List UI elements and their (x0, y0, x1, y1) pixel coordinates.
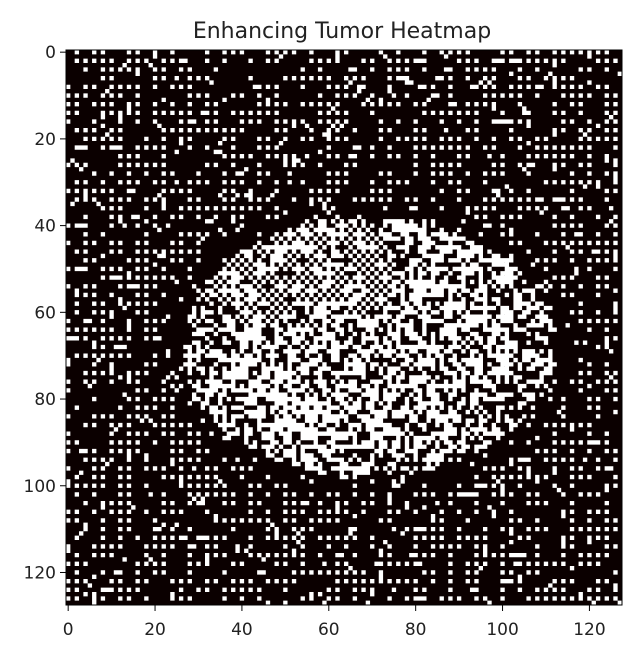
y-tick-label: 0 (45, 43, 56, 63)
x-tick-label: 120 (573, 620, 605, 640)
y-tick-label: 40 (34, 217, 56, 237)
x-tick-label: 60 (318, 620, 340, 640)
y-tick-label: 20 (34, 130, 56, 150)
x-tick-label: 100 (486, 620, 518, 640)
x-tick-label: 20 (144, 620, 166, 640)
y-tick-label: 120 (24, 563, 56, 583)
y-tick-label: 60 (34, 303, 56, 323)
x-tick-label: 80 (405, 620, 427, 640)
x-axis: 0 20 40 60 80 100 120 (63, 605, 606, 640)
chart-title: Enhancing Tumor Heatmap (193, 19, 491, 44)
y-tick-label: 100 (24, 477, 56, 497)
plot-frame (65, 49, 623, 606)
y-axis: 0 20 40 60 80 100 120 (24, 43, 66, 583)
x-tick-label: 0 (63, 620, 74, 640)
plot-area (65, 49, 623, 606)
heatmap-cells (66, 50, 622, 605)
y-tick-label: 80 (34, 390, 56, 410)
x-tick-label: 40 (231, 620, 253, 640)
